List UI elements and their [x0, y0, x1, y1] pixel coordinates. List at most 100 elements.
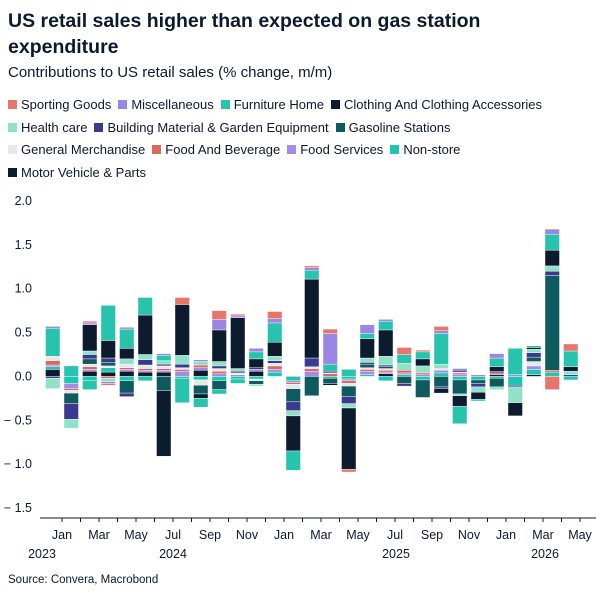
legend-item: Non-store — [390, 139, 460, 162]
bar-segment — [489, 370, 505, 374]
bar-segment — [45, 364, 61, 367]
bar-segment — [507, 402, 523, 417]
bar-segment — [489, 366, 505, 372]
bar-segment — [433, 386, 449, 389]
bar-segment — [359, 338, 375, 359]
bar-segment — [119, 358, 135, 365]
bar-segment — [285, 380, 301, 383]
bar-segment — [267, 371, 283, 377]
bar-segment — [285, 415, 301, 452]
bar-segment — [82, 376, 98, 382]
legend-swatch — [8, 145, 17, 155]
bar-segment — [156, 370, 172, 373]
bar-segment — [156, 368, 172, 371]
bar-segment — [489, 353, 505, 359]
bar-segment — [433, 363, 449, 369]
bar-segment — [563, 343, 579, 352]
legend-label: General Merchandise — [21, 142, 146, 158]
bar-segment — [45, 376, 61, 379]
bar-segment — [211, 370, 227, 375]
bar-segment — [378, 370, 394, 373]
bar-segment — [341, 396, 357, 404]
bar-segment — [211, 376, 227, 382]
x-tick-label: Mar — [88, 528, 110, 542]
bar-segment — [563, 370, 579, 375]
bar-segment — [211, 389, 227, 395]
legend-swatch — [390, 145, 400, 155]
bar-segment — [415, 358, 431, 367]
bar-segment — [359, 370, 375, 375]
bar-segment — [378, 366, 394, 369]
bar-segment — [230, 376, 246, 380]
bar-segment — [304, 370, 320, 377]
bar-segment — [45, 327, 61, 357]
bar-segment — [267, 360, 283, 364]
bar-segment — [322, 363, 338, 372]
legend-item: Clothing And Clothing Accessories — [331, 94, 542, 117]
bar-segment — [526, 374, 542, 377]
bar-segment — [489, 377, 505, 388]
bar-segment — [359, 374, 375, 377]
bar-segment — [415, 376, 431, 381]
bar-segment — [211, 373, 227, 377]
x-year-label: 2023 — [28, 547, 56, 561]
bar-segment — [193, 364, 209, 368]
y-tick-label: 0.5 — [15, 326, 32, 340]
bar-segment — [137, 376, 153, 382]
bar-segment — [248, 367, 264, 370]
x-year-label: 2025 — [382, 547, 410, 561]
bar-segment — [526, 361, 542, 367]
legend-label: Building Material & Garden Equipment — [107, 119, 329, 135]
bar-segment — [193, 359, 209, 362]
bar-segment — [137, 371, 153, 377]
bar-segment — [470, 374, 486, 377]
bar-segment — [100, 362, 116, 367]
bar-segment — [45, 356, 61, 361]
bar-segment — [544, 275, 560, 371]
bar-segment — [45, 377, 61, 389]
bar-segment — [174, 369, 190, 372]
bar-segment — [396, 347, 412, 355]
bar-segment — [433, 370, 449, 374]
bar-segment — [378, 371, 394, 374]
y-tick-label: 1.0 — [15, 282, 32, 296]
bar-segment — [45, 326, 61, 329]
bar-segment — [193, 385, 209, 395]
bar-segment — [359, 363, 375, 368]
bar-segment — [82, 354, 98, 360]
legend-label: Miscellaneous — [131, 97, 214, 112]
bar-segment — [267, 311, 283, 319]
bar-segment — [267, 342, 283, 357]
bar-segment — [322, 376, 338, 379]
bar-segment — [341, 380, 357, 384]
bar-segment — [341, 376, 357, 380]
x-tick-label: Mar — [310, 528, 332, 542]
bar-segment — [378, 319, 394, 322]
bar-segment — [156, 371, 172, 377]
bar-segment — [489, 357, 505, 367]
bar-segment — [526, 347, 542, 350]
bar-segment — [507, 374, 523, 377]
bar-segment — [452, 393, 468, 396]
bar-segment — [378, 373, 394, 377]
bar-segment — [267, 318, 283, 324]
bar-segment — [544, 265, 560, 272]
legend-label: Non-store — [403, 142, 461, 158]
bar-segment — [544, 371, 560, 377]
bar-segment — [470, 376, 486, 381]
bar-segment — [396, 374, 412, 377]
bar-segment — [396, 376, 412, 384]
bar-segment — [63, 376, 79, 384]
legend-swatch — [94, 122, 104, 132]
bar-segment — [322, 373, 338, 377]
bar-segment — [100, 383, 116, 386]
bar-segment — [63, 365, 79, 377]
bar-segment — [563, 374, 579, 377]
legend-item: General Merchandise — [8, 139, 145, 162]
bar-segment — [119, 369, 135, 372]
bar-segment — [378, 368, 394, 371]
legend-swatch — [220, 100, 230, 109]
bar-segment — [489, 386, 505, 390]
bar-segment — [341, 385, 357, 397]
